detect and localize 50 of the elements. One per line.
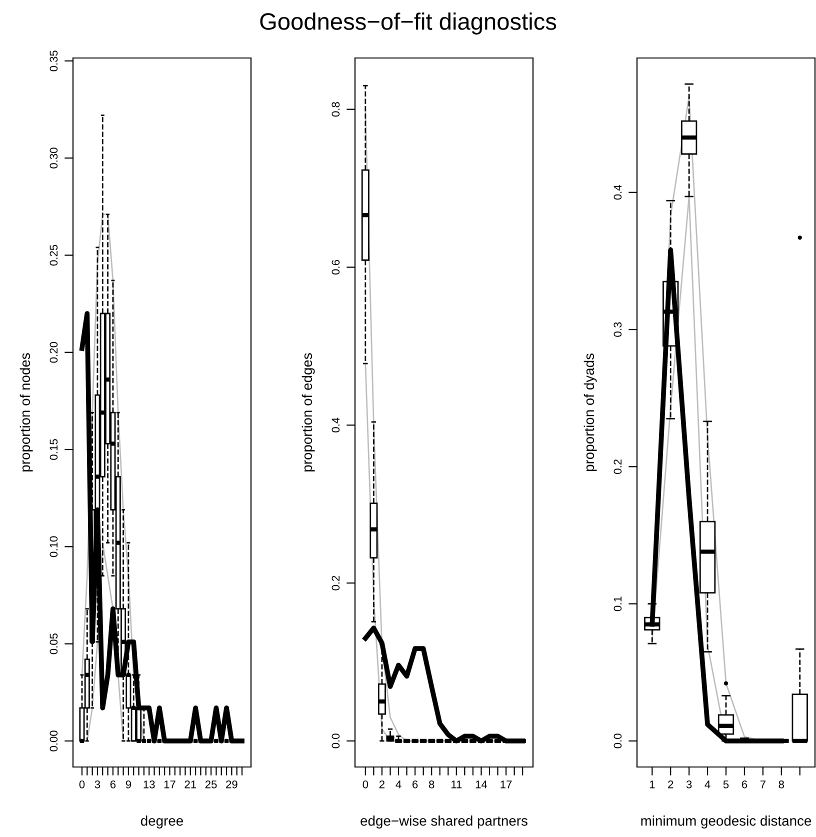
x-tick-label: 7 (760, 780, 766, 788)
y-tick-label: 0.6 (332, 260, 340, 275)
y-tick-label: 0.10 (50, 536, 58, 558)
x-tick-label: 25 (205, 780, 217, 788)
x-tick-label: 6 (742, 780, 748, 788)
y-tick-label: 0.05 (50, 633, 58, 654)
x-axis-title: degree (140, 816, 184, 828)
y-tick-label: 0.35 (50, 50, 58, 72)
x-tick-label: 8 (428, 780, 434, 788)
y-tick-label: 0.2 (614, 460, 622, 474)
x-tick-label: 9 (126, 780, 132, 788)
y-tick-label: 0.20 (50, 342, 58, 363)
x-tick-label: 3 (94, 780, 100, 788)
x-tick-label: 13 (144, 780, 155, 788)
y-tick-label: 0.3 (614, 322, 622, 337)
y-tick-label: 0.1 (614, 596, 622, 612)
x-axis-title: minimum geodesic distance (641, 816, 812, 828)
y-tick-label: 0.30 (50, 148, 58, 168)
x-tick-label: 14 (476, 780, 488, 788)
x-tick-label: 0 (79, 780, 85, 788)
x-tick-label: 8 (778, 780, 784, 788)
y-tick-label: 0.00 (50, 730, 58, 752)
y-axis-title: proportion of dyads (584, 354, 597, 472)
y-tick-label: 0.0 (332, 734, 340, 748)
chart-title: Goodness−of−fit diagnostics (260, 12, 556, 35)
y-tick-label: 0.4 (614, 184, 622, 200)
y-tick-label: 0.15 (50, 439, 58, 460)
x-tick-label: 4 (396, 780, 402, 788)
x-tick-label: 2 (668, 780, 674, 788)
x-tick-label: 6 (110, 780, 116, 788)
y-tick-label: 0.0 (614, 734, 622, 748)
x-tick-label: 6 (412, 780, 418, 788)
x-tick-label: 17 (164, 780, 176, 788)
x-tick-label: 5 (723, 780, 729, 788)
x-tick-label: 0 (362, 780, 368, 788)
x-tick-label: 2 (379, 780, 384, 788)
y-tick-label: 0.2 (332, 576, 340, 590)
x-tick-label: 17 (500, 780, 512, 788)
y-axis-title: proportion of nodes (20, 353, 33, 472)
x-tick-label: 4 (704, 780, 710, 788)
x-tick-label: 3 (686, 780, 692, 788)
x-axis-title: edge−wise shared partners (360, 816, 528, 828)
y-tick-label: 0.4 (332, 418, 340, 432)
x-tick-label: 11 (451, 780, 462, 788)
x-tick-label: 21 (184, 780, 196, 788)
y-tick-label: 0.25 (50, 244, 58, 266)
y-axis-title: proportion of edges (302, 353, 315, 472)
x-tick-label: 29 (226, 780, 238, 788)
x-tick-label: 1 (650, 780, 655, 788)
y-tick-label: 0.8 (332, 102, 340, 117)
